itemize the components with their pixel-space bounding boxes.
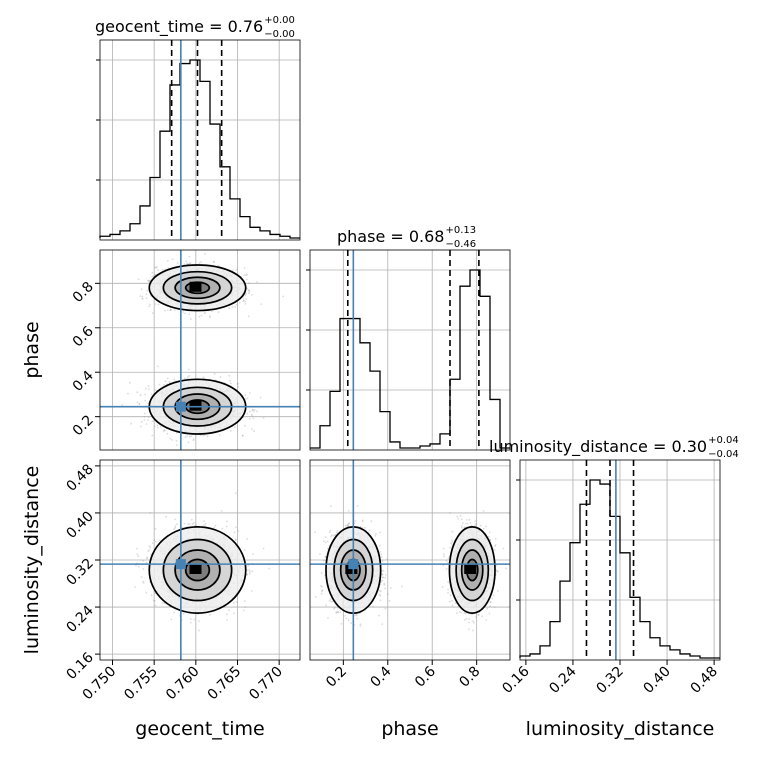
histogram-panel-luminosity_distance bbox=[519, 459, 721, 661]
density-peak bbox=[189, 564, 202, 574]
histogram-panel-geocent_time bbox=[99, 39, 301, 241]
y-tick-label: 0.16 bbox=[63, 650, 96, 683]
x-tick-label: 0.6 bbox=[412, 663, 439, 690]
title-lower-error: −0.46 bbox=[445, 239, 476, 250]
x-tick-label: 0.770 bbox=[246, 664, 286, 704]
histogram-step bbox=[519, 479, 720, 659]
y-axis-label-phase: phase bbox=[21, 321, 43, 378]
title-value: phase = 0.68 bbox=[337, 227, 444, 246]
x-axis-label-geocent_time: geocent_time bbox=[135, 718, 264, 740]
x-tick-label: 0.8 bbox=[456, 664, 483, 691]
contour-line bbox=[174, 549, 221, 591]
panel-frame bbox=[99, 249, 301, 451]
panel-frame bbox=[309, 459, 511, 661]
scatter-panel-phase-luminosity_distance bbox=[309, 459, 511, 661]
truth-marker bbox=[175, 559, 186, 570]
y-tick-label: 0.32 bbox=[63, 556, 96, 589]
y-tick-label: 0.8 bbox=[70, 279, 97, 306]
panel-title-geocent_time: geocent_time = 0.76 +0.00 −0.00 bbox=[95, 15, 295, 40]
x-tick-label: 0.760 bbox=[163, 664, 203, 704]
y-axis-label-luminosity_distance: luminosity_distance bbox=[21, 466, 43, 655]
density-layer bbox=[121, 253, 285, 446]
contour-line bbox=[448, 525, 496, 615]
y-tick-label: 0.6 bbox=[70, 323, 97, 350]
scatter-panel-geocent_time-phase bbox=[99, 249, 301, 451]
title-lower-error: −0.04 bbox=[708, 449, 739, 460]
panel-frame bbox=[309, 249, 511, 451]
contour-line bbox=[148, 264, 247, 312]
panel-title-luminosity_distance: luminosity_distance = 0.30 +0.04 −0.04 bbox=[489, 435, 739, 460]
contour-line bbox=[465, 558, 479, 582]
x-tick-label: 0.2 bbox=[323, 664, 350, 691]
contour-line bbox=[162, 270, 233, 305]
x-tick-label: 0.24 bbox=[546, 663, 579, 696]
title-upper-error: +0.00 bbox=[264, 15, 295, 26]
x-axis-label-phase: phase bbox=[381, 718, 438, 740]
histogram-step bbox=[99, 59, 300, 239]
title-upper-error: +0.04 bbox=[708, 435, 739, 446]
title-value: luminosity_distance = 0.30 bbox=[489, 437, 707, 457]
contour-line bbox=[174, 276, 221, 300]
truth-marker bbox=[175, 401, 186, 412]
x-tick-label: 0.4 bbox=[368, 663, 395, 690]
density-peak bbox=[464, 564, 477, 574]
x-tick-label: 0.32 bbox=[593, 664, 626, 697]
contour-line bbox=[455, 538, 490, 602]
scatter-panel-geocent_time-luminosity_distance bbox=[99, 459, 301, 661]
panel-frame bbox=[99, 39, 301, 241]
title-lower-error: −0.00 bbox=[264, 29, 295, 40]
histogram-panel-phase bbox=[309, 249, 511, 451]
contour-line bbox=[148, 525, 247, 615]
x-tick-label: 0.16 bbox=[499, 663, 532, 696]
y-tick-label: 0.48 bbox=[63, 461, 96, 494]
contour-line bbox=[184, 558, 211, 582]
contour-line bbox=[162, 538, 233, 602]
density-peak bbox=[189, 281, 202, 292]
x-tick-label: 0.40 bbox=[641, 664, 674, 697]
truth-marker bbox=[348, 559, 359, 570]
title-upper-error: +0.13 bbox=[445, 225, 476, 236]
x-tick-label: 0.765 bbox=[205, 664, 245, 704]
title-value: geocent_time = 0.76 bbox=[95, 17, 263, 37]
y-tick-label: 0.2 bbox=[70, 412, 97, 439]
y-tick-label: 0.4 bbox=[70, 368, 97, 395]
contour-line bbox=[460, 549, 484, 591]
x-axis-label-luminosity_distance: luminosity_distance bbox=[526, 718, 715, 740]
x-tick-label: 0.755 bbox=[121, 664, 161, 704]
density-peak bbox=[189, 400, 202, 411]
y-tick-label: 0.40 bbox=[63, 508, 96, 541]
y-tick-label: 0.24 bbox=[63, 603, 96, 636]
panel-title-phase: phase = 0.68 +0.13 −0.46 bbox=[337, 225, 476, 250]
contour-line bbox=[184, 281, 211, 295]
x-tick-label: 0.48 bbox=[688, 664, 721, 697]
